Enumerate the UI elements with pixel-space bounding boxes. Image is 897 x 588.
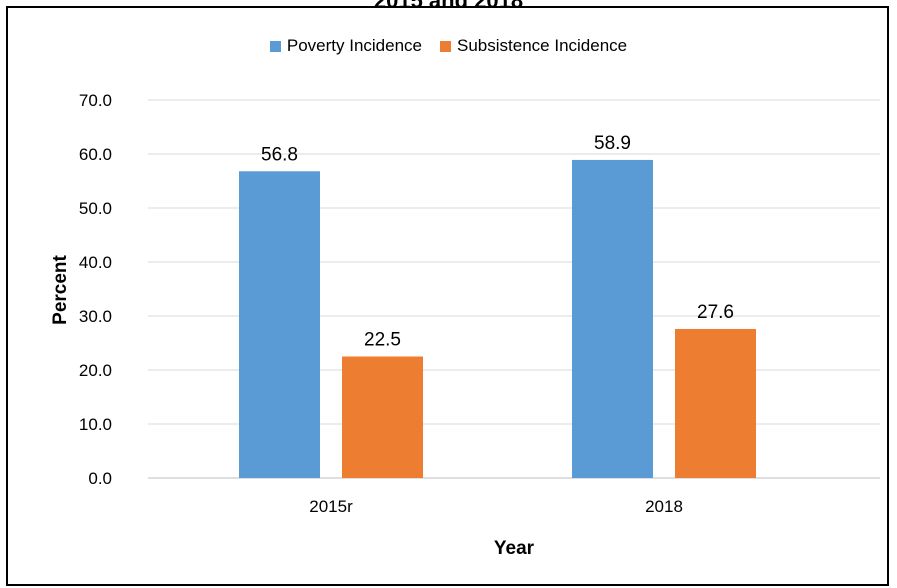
y-tick-label: 60.0: [79, 145, 112, 164]
legend-item-subsistence: Subsistence Incidence: [440, 36, 627, 56]
bar: [239, 171, 320, 478]
y-tick-label: 0.0: [88, 469, 112, 488]
x-tick-label: 2015r: [309, 497, 353, 516]
y-tick-label: 50.0: [79, 199, 112, 218]
legend-swatch-poverty: [269, 40, 281, 52]
x-axis-title: Year: [494, 538, 535, 559]
y-tick-label: 70.0: [79, 91, 112, 110]
bar: [572, 159, 653, 478]
y-tick-label: 40.0: [79, 253, 112, 272]
data-label: 56.8: [261, 144, 298, 165]
chart-title: 2015 and 2018: [373, 0, 524, 13]
bar: [675, 328, 756, 478]
data-label: 27.6: [697, 302, 734, 323]
chart-frame: [6, 6, 889, 586]
y-axis-title: Percent: [50, 254, 71, 324]
bar: [342, 356, 423, 478]
legend-label-poverty: Poverty Incidence: [286, 36, 423, 55]
legend-swatch-subsistence: [440, 40, 452, 52]
legend-item-poverty: Poverty Incidence: [269, 36, 423, 56]
y-tick-label: 30.0: [79, 307, 112, 326]
y-tick-label: 10.0: [79, 415, 112, 434]
data-label: 58.9: [594, 133, 631, 154]
y-tick-label: 20.0: [79, 361, 112, 380]
legend: Poverty Incidence Subsistence Incidence: [0, 36, 897, 56]
x-tick-label: 2018: [645, 497, 683, 516]
legend-label-subsistence: Subsistence Incidence: [457, 36, 628, 55]
data-label: 22.5: [364, 330, 401, 351]
